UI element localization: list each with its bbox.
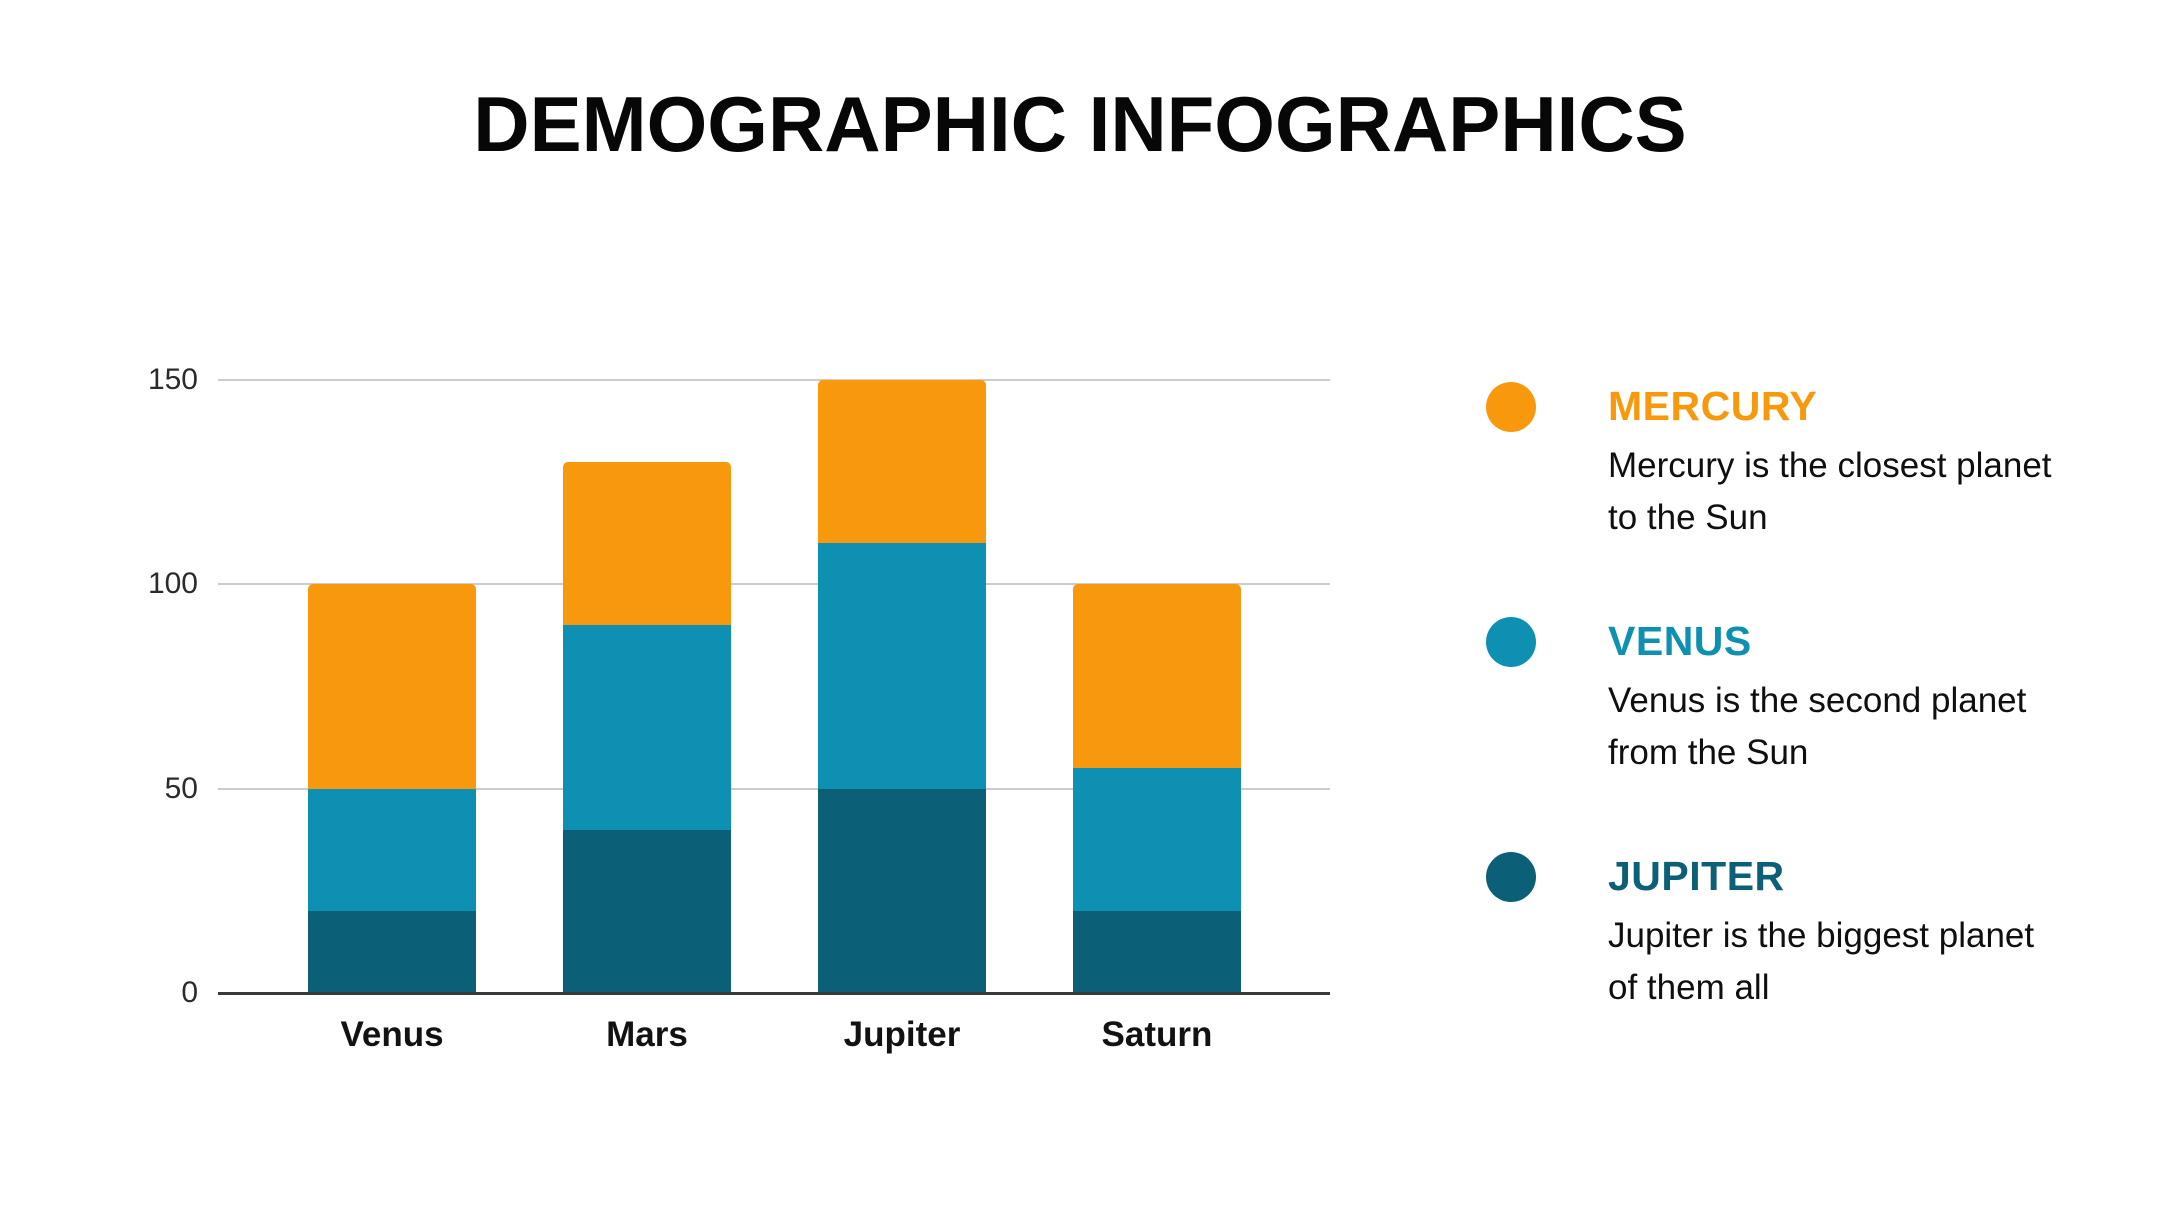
y-tick-label-100: 100 bbox=[147, 567, 198, 601]
bar-segment-venus-jupiter bbox=[817, 543, 986, 789]
x-axis-line bbox=[218, 992, 1330, 995]
jupiter-dot-icon bbox=[1486, 852, 1536, 902]
legend-item-venus: VENUS Venus is the second planet from th… bbox=[1486, 617, 2106, 779]
legend-heading-venus: VENUS bbox=[1608, 618, 1752, 664]
stacked-bar-chart: 0 50 100 150 Venus Mars Jupiter Saturn bbox=[148, 363, 1330, 1054]
legend-text-mercury: MERCURY Mercury is the closest planet to… bbox=[1608, 382, 2058, 544]
bar-segment-mercury-saturn bbox=[1072, 584, 1241, 769]
y-tick-label-150: 150 bbox=[147, 363, 198, 396]
gridline-50 bbox=[218, 787, 1330, 790]
x-axis-label-saturn: Saturn bbox=[1101, 1015, 1213, 1054]
legend-heading-jupiter: JUPITER bbox=[1608, 853, 1785, 899]
x-axis-label-jupiter: Jupiter bbox=[843, 1015, 961, 1054]
bar-segment-jupiter-venus bbox=[308, 911, 477, 993]
gridline-100 bbox=[218, 583, 1330, 586]
bar-segment-mercury-venus bbox=[308, 584, 477, 789]
chart-legend: MERCURY Mercury is the closest planet to… bbox=[1486, 382, 2106, 1087]
legend-description-mercury: Mercury is the closest planet to the Sun bbox=[1608, 446, 2052, 537]
legend-item-mercury: MERCURY Mercury is the closest planet to… bbox=[1486, 382, 2106, 544]
bar-segment-jupiter-saturn bbox=[1072, 911, 1241, 993]
legend-heading-mercury: MERCURY bbox=[1608, 383, 1818, 429]
bar-segment-mercury-mars bbox=[563, 461, 731, 626]
legend-description-jupiter: Jupiter is the biggest planet of them al… bbox=[1608, 916, 2035, 1007]
bar-segment-venus-mars bbox=[563, 625, 731, 830]
legend-text-venus: VENUS Venus is the second planet from th… bbox=[1608, 617, 2058, 779]
page-title: DEMOGRAPHIC INFOGRAPHICS bbox=[473, 80, 1687, 168]
legend-item-jupiter: JUPITER Jupiter is the biggest planet of… bbox=[1486, 852, 2106, 1014]
bar-segment-jupiter-jupiter bbox=[817, 788, 986, 993]
bar-segment-mercury-jupiter bbox=[817, 380, 986, 544]
bar-segment-venus-saturn bbox=[1072, 768, 1241, 912]
x-axis-label-mars: Mars bbox=[606, 1015, 688, 1054]
bar-segment-venus-venus bbox=[308, 788, 477, 912]
venus-dot-icon bbox=[1486, 617, 1536, 667]
gridline-150 bbox=[218, 379, 1330, 381]
x-axis-label-venus: Venus bbox=[340, 1015, 444, 1054]
y-tick-label-50: 50 bbox=[164, 771, 198, 805]
legend-description-venus: Venus is the second planet from the Sun bbox=[1608, 681, 2027, 772]
legend-text-jupiter: JUPITER Jupiter is the biggest planet of… bbox=[1608, 852, 2058, 1014]
bar-segment-jupiter-mars bbox=[563, 829, 731, 993]
mercury-dot-icon bbox=[1486, 382, 1536, 432]
y-tick-label-0: 0 bbox=[181, 976, 198, 1009]
